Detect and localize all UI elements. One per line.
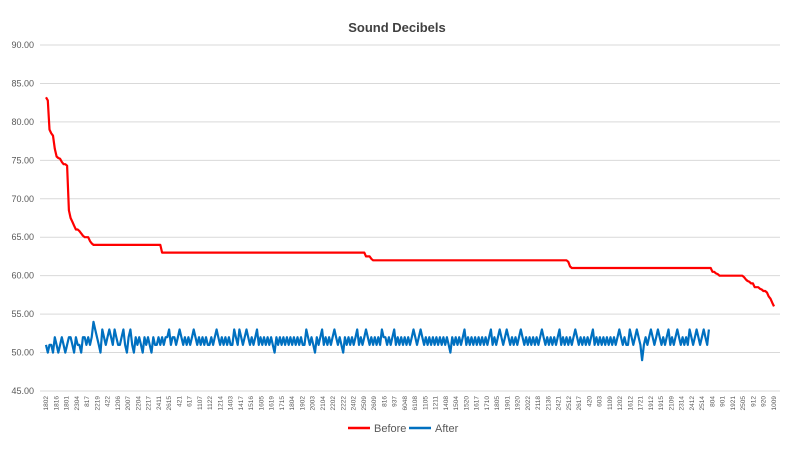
x-tick-label: 2204 — [135, 396, 142, 411]
x-tick-label: 1617 — [474, 396, 481, 411]
y-tick-label: 50.00 — [11, 348, 34, 358]
y-tick-label: 45.00 — [11, 386, 34, 396]
x-tick-label: 1902 — [299, 396, 306, 411]
x-tick-label: 2304 — [74, 396, 81, 411]
x-tick-label: 1105 — [422, 396, 429, 410]
x-tick-label: 1009 — [771, 396, 778, 411]
y-tick-label: 65.00 — [11, 232, 34, 242]
x-tick-label: 2505 — [740, 396, 747, 411]
x-tick-label: 1612 — [628, 396, 635, 411]
chart-title: Sound Decibels — [348, 20, 446, 35]
x-tick-label: 2109 — [669, 396, 676, 411]
x-tick-label: 1605 — [258, 396, 265, 411]
series-lines — [44, 96, 775, 362]
x-tick-label: 603 — [597, 396, 604, 407]
x-tick-label: 1516 — [248, 396, 255, 411]
x-tick-label: 1715 — [279, 396, 286, 411]
x-tick-label: 1122 — [207, 396, 214, 410]
x-tick-label: 817 — [84, 396, 91, 407]
x-tick-label: 6048 — [402, 396, 409, 411]
x-tick-label: 2412 — [689, 396, 696, 411]
x-tick-label: 1921 — [730, 396, 737, 411]
x-tick-label: 1901 — [504, 396, 511, 411]
x-tick-label: 2007 — [125, 396, 132, 411]
x-tick-label: 2022 — [525, 396, 532, 411]
x-tick-label: 1802 — [43, 396, 50, 411]
x-tick-label: 2512 — [566, 396, 573, 411]
x-tick-label: 1912 — [648, 396, 655, 411]
x-tick-label: 2609 — [371, 396, 378, 411]
legend-label-before: Before — [374, 423, 406, 435]
x-tick-label: 2202 — [330, 396, 337, 411]
x-tick-label: 617 — [187, 396, 194, 407]
x-tick-label: 2411 — [156, 396, 163, 410]
legend-label-after: After — [435, 423, 459, 435]
x-tick-label: 2615 — [166, 396, 173, 411]
x-tick-label: 2617 — [576, 396, 583, 411]
x-tick-label: 1816 — [53, 396, 60, 411]
x-tick-label: 2104 — [320, 396, 327, 411]
x-tick-label: 2402 — [351, 396, 358, 411]
x-tick-label: 1504 — [453, 396, 460, 411]
x-tick-label: 2118 — [535, 396, 542, 410]
x-tick-label: 2003 — [310, 396, 317, 411]
y-tick-label: 85.00 — [11, 78, 34, 88]
x-tick-label: 1417 — [238, 396, 245, 411]
x-axis-ticks: 1802 1816 1801 2304 817 2219 422 1206 2007 2204 22… — [43, 396, 778, 411]
x-tick-label: 421 — [176, 396, 183, 407]
x-tick-label: 2509 — [361, 396, 368, 411]
x-tick-label: 1805 — [494, 396, 501, 411]
x-tick-label: 1804 — [289, 396, 296, 411]
x-tick-label: 1214 — [217, 396, 224, 411]
x-tick-label: 1107 — [197, 396, 204, 410]
series-line-after — [44, 320, 710, 362]
y-tick-label: 70.00 — [11, 194, 34, 204]
x-tick-label: 804 — [710, 396, 717, 407]
y-tick-label: 60.00 — [11, 271, 34, 281]
grid-lines — [40, 44, 780, 392]
x-tick-label: 1520 — [463, 396, 470, 411]
x-tick-label: 912 — [751, 396, 758, 407]
x-tick-label: 6108 — [412, 396, 419, 411]
y-tick-label: 80.00 — [11, 117, 34, 127]
x-tick-label: 901 — [720, 396, 727, 407]
x-tick-label: 1408 — [443, 396, 450, 411]
x-tick-label: 1920 — [515, 396, 522, 411]
x-tick-label: 1206 — [115, 396, 122, 411]
x-tick-label: 2219 — [94, 396, 101, 411]
x-tick-label: 2222 — [340, 396, 347, 411]
x-tick-label: 422 — [105, 396, 112, 407]
x-tick-label: 2136 — [545, 396, 552, 411]
y-tick-label: 90.00 — [11, 40, 34, 50]
y-axis-ticks: 45.00 50.00 55.00 60.00 65.00 70.00 75.00 80.00… — [11, 40, 34, 396]
x-tick-label: 920 — [761, 396, 768, 407]
x-tick-label: 2314 — [679, 396, 686, 411]
x-tick-label: 1211 — [433, 396, 440, 410]
x-tick-label: 1710 — [484, 396, 491, 411]
x-tick-label: 1801 — [64, 396, 71, 411]
y-tick-label: 55.00 — [11, 309, 34, 319]
legend: Before After — [348, 423, 459, 435]
x-tick-label: 2217 — [146, 396, 153, 411]
x-tick-label: 420 — [586, 396, 593, 407]
x-tick-label: 1721 — [638, 396, 645, 411]
x-tick-label: 1915 — [658, 396, 665, 411]
y-tick-label: 75.00 — [11, 155, 34, 165]
x-tick-label: 816 — [381, 396, 388, 407]
x-tick-label: 2514 — [699, 396, 706, 411]
series-line-before — [45, 96, 775, 307]
x-tick-label: 1202 — [617, 396, 624, 411]
x-tick-label: 1403 — [228, 396, 235, 411]
x-tick-label: 937 — [392, 396, 399, 407]
x-tick-label: 1109 — [607, 396, 614, 410]
x-tick-label: 2421 — [556, 396, 563, 411]
x-tick-label: 1619 — [269, 396, 276, 411]
